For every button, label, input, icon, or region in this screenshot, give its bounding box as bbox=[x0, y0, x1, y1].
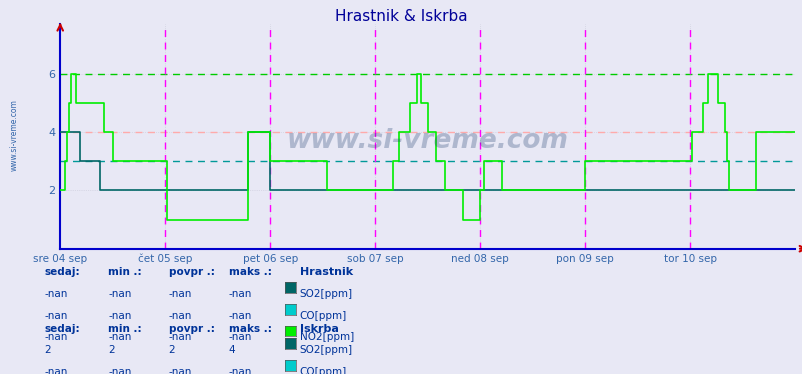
Text: CO[ppm]: CO[ppm] bbox=[299, 311, 346, 321]
Text: sedaj:: sedaj: bbox=[44, 267, 79, 278]
Text: -nan: -nan bbox=[108, 311, 132, 321]
Text: min .:: min .: bbox=[108, 267, 142, 278]
Text: SO2[ppm]: SO2[ppm] bbox=[299, 289, 352, 299]
Text: -nan: -nan bbox=[168, 311, 192, 321]
Text: povpr .:: povpr .: bbox=[168, 324, 214, 334]
Text: -nan: -nan bbox=[229, 311, 252, 321]
Text: 2: 2 bbox=[44, 345, 51, 355]
Text: -nan: -nan bbox=[44, 332, 67, 343]
Text: NO2[ppm]: NO2[ppm] bbox=[299, 332, 354, 343]
Text: 4: 4 bbox=[229, 345, 235, 355]
Text: -nan: -nan bbox=[44, 311, 67, 321]
Text: maks .:: maks .: bbox=[229, 267, 271, 278]
Text: -nan: -nan bbox=[44, 289, 67, 299]
Text: maks .:: maks .: bbox=[229, 324, 271, 334]
Text: min .:: min .: bbox=[108, 324, 142, 334]
Text: www.si-vreme.com: www.si-vreme.com bbox=[286, 128, 568, 154]
Text: -nan: -nan bbox=[229, 367, 252, 374]
Text: -nan: -nan bbox=[168, 367, 192, 374]
Text: 2: 2 bbox=[168, 345, 175, 355]
Text: www.si-vreme.com: www.si-vreme.com bbox=[10, 99, 18, 171]
Text: -nan: -nan bbox=[229, 332, 252, 343]
Text: -nan: -nan bbox=[168, 289, 192, 299]
Text: CO[ppm]: CO[ppm] bbox=[299, 367, 346, 374]
Text: SO2[ppm]: SO2[ppm] bbox=[299, 345, 352, 355]
Text: -nan: -nan bbox=[108, 367, 132, 374]
Text: -nan: -nan bbox=[229, 289, 252, 299]
Text: sedaj:: sedaj: bbox=[44, 324, 79, 334]
Text: -nan: -nan bbox=[44, 367, 67, 374]
Text: 2: 2 bbox=[108, 345, 115, 355]
Text: -nan: -nan bbox=[108, 289, 132, 299]
Text: -nan: -nan bbox=[168, 332, 192, 343]
Text: Hrastnik & Iskrba: Hrastnik & Iskrba bbox=[334, 9, 468, 24]
Text: -nan: -nan bbox=[108, 332, 132, 343]
Text: Iskrba: Iskrba bbox=[299, 324, 338, 334]
Text: povpr .:: povpr .: bbox=[168, 267, 214, 278]
Text: Hrastnik: Hrastnik bbox=[299, 267, 352, 278]
